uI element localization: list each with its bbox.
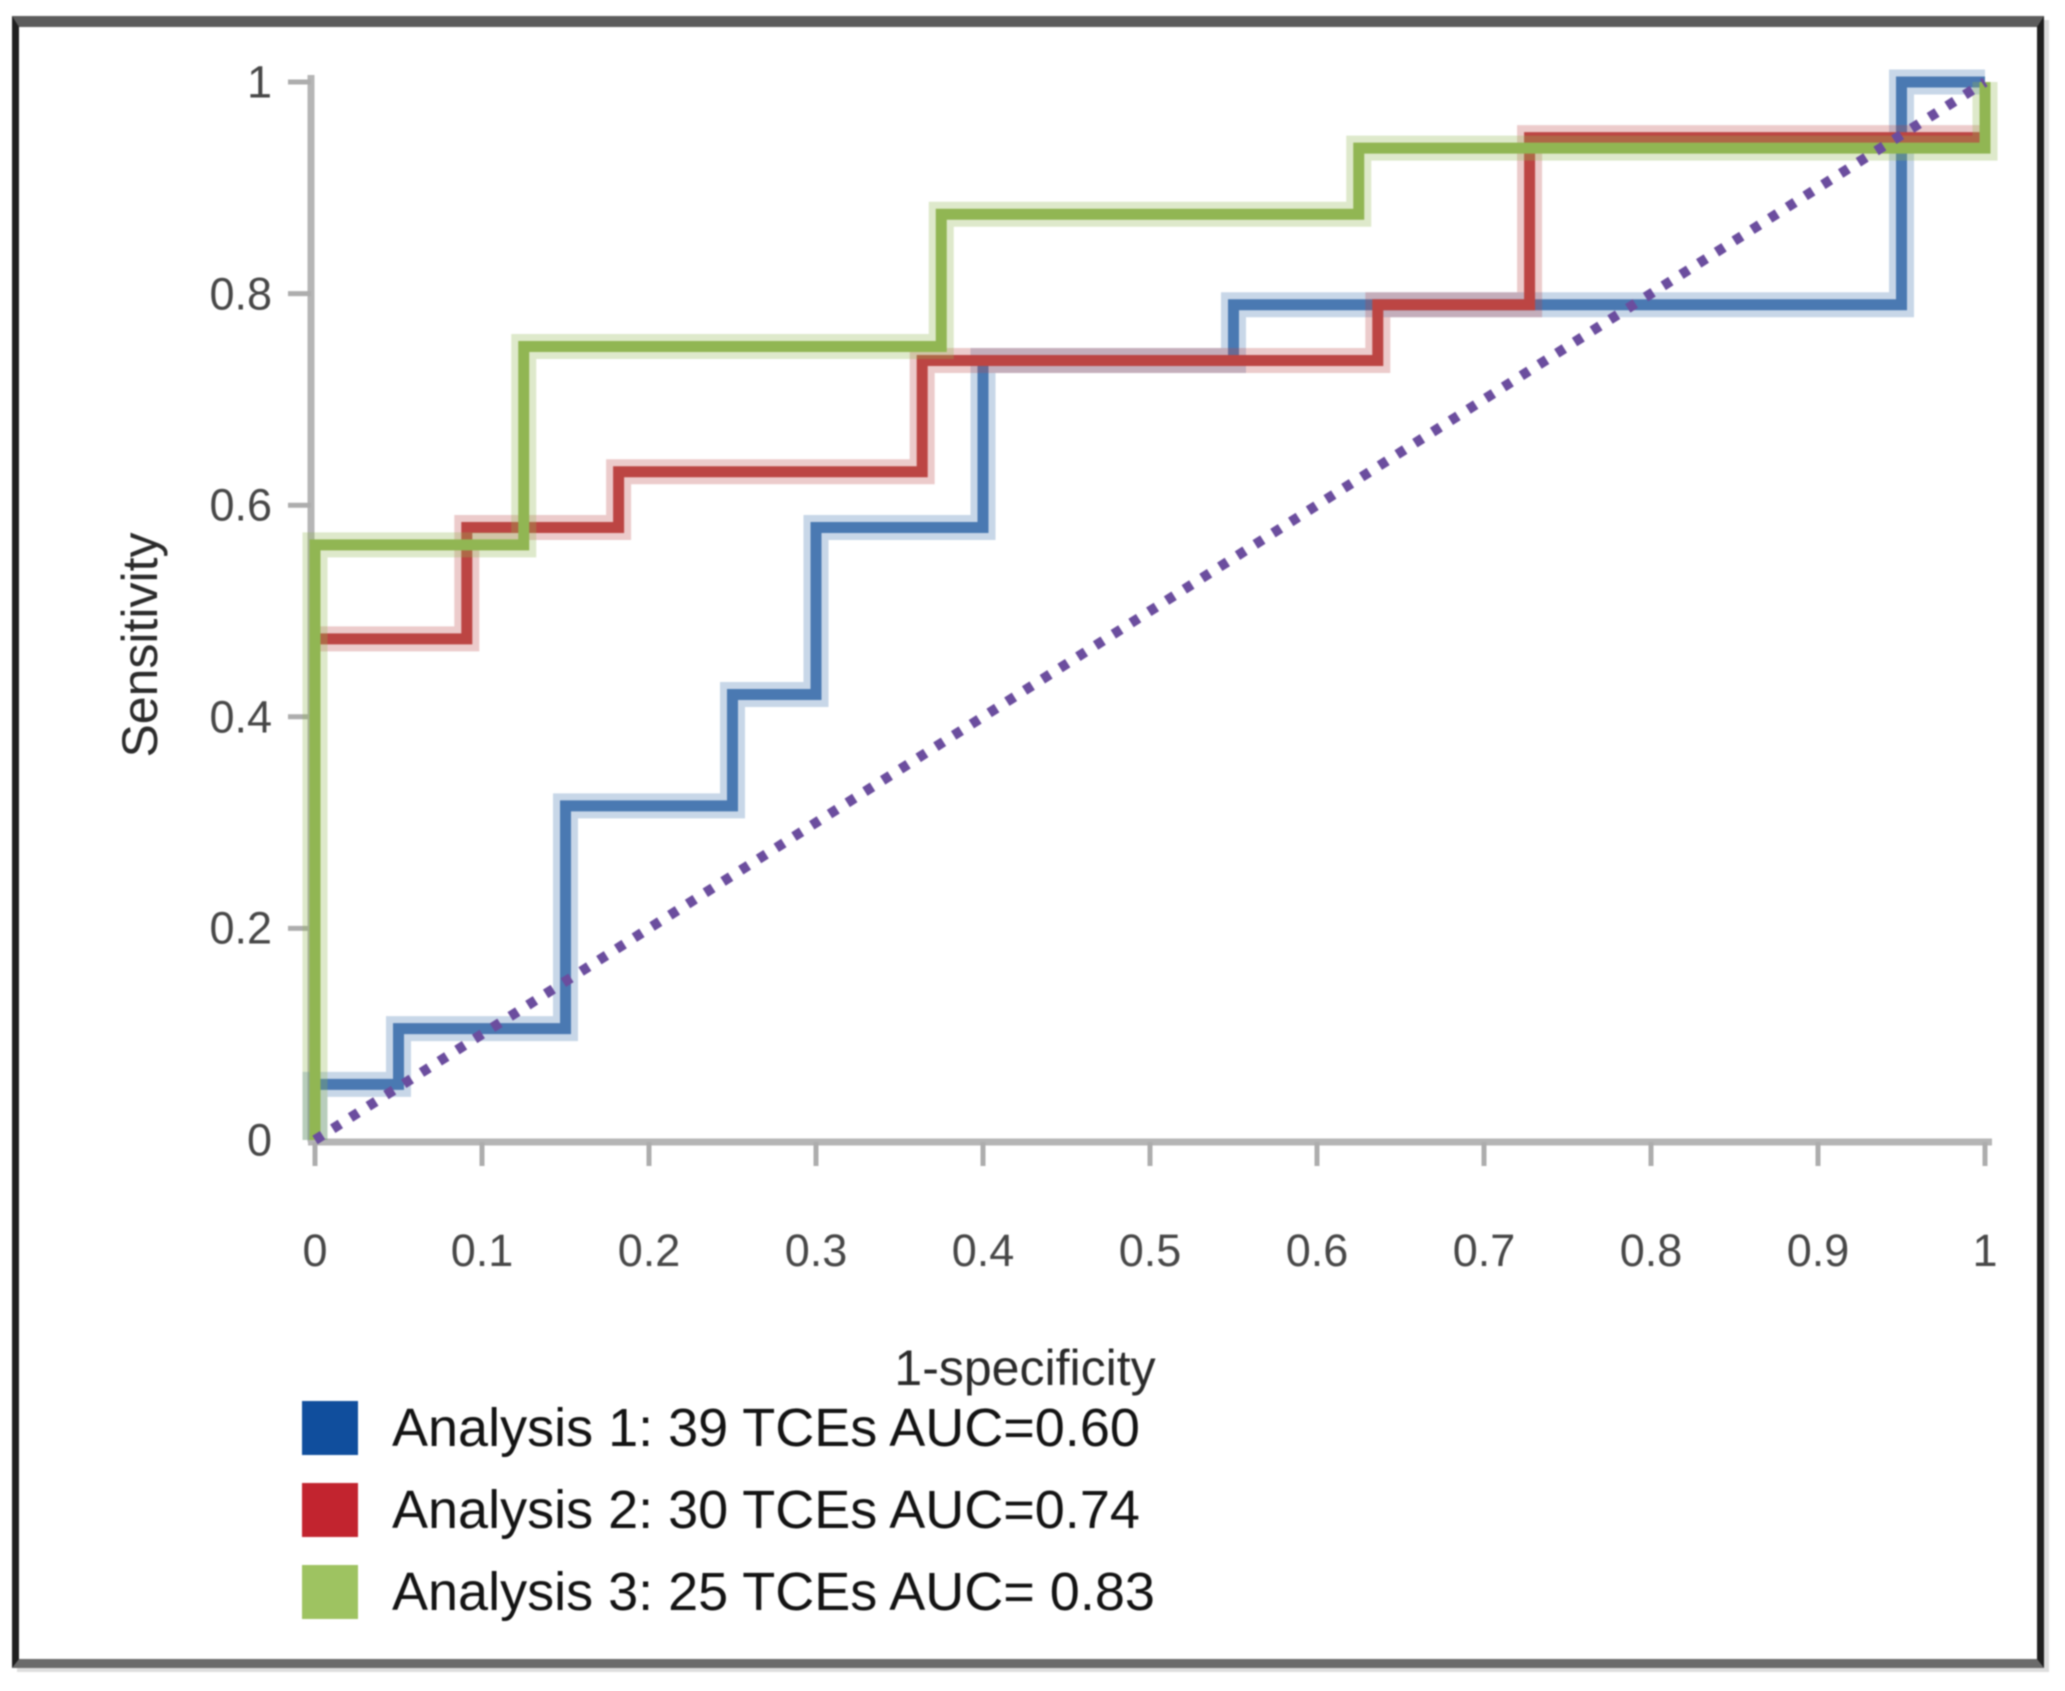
x-tick-label: 1	[1972, 1225, 1998, 1276]
axis-ticks	[288, 79, 1988, 1166]
y-tick-label: 0	[246, 1114, 272, 1166]
legend: Analysis 1: 39 TCEs AUC=0.60 Analysis 2:…	[302, 1400, 1155, 1646]
legend-item-analysis-3: Analysis 3: 25 TCEs AUC= 0.83	[302, 1564, 1155, 1620]
y-tick-label: 0.8	[209, 268, 272, 320]
y-tick-label: 0.6	[209, 479, 272, 531]
chance-diagonal-line	[312, 77, 1988, 1145]
legend-label-analysis-3: Analysis 3: 25 TCEs AUC= 0.83	[392, 1562, 1155, 1622]
x-tick-label: 0.9	[1786, 1225, 1850, 1276]
roc-curves	[302, 69, 1998, 1140]
legend-label-analysis-2: Analysis 2: 30 TCEs AUC=0.74	[392, 1480, 1140, 1540]
x-tick-label: 0	[302, 1225, 328, 1276]
figure-border	[12, 16, 2044, 1668]
legend-item-analysis-1: Analysis 1: 39 TCEs AUC=0.60	[302, 1400, 1155, 1456]
x-tick-label: 0.6	[1285, 1225, 1349, 1276]
legend-swatch-analysis-2	[302, 1483, 358, 1537]
legend-swatch-analysis-3	[302, 1565, 358, 1619]
x-tick-label: 0.1	[450, 1225, 514, 1276]
y-tick-label: 0.4	[209, 691, 272, 743]
x-tick-label: 0.5	[1118, 1225, 1182, 1276]
x-tick-label: 0.2	[617, 1225, 681, 1276]
y-tick-label: 1	[246, 56, 272, 108]
roc-curve-3	[309, 82, 1991, 1140]
x-tick-label: 0.3	[784, 1225, 848, 1276]
legend-swatch-analysis-1	[302, 1401, 358, 1455]
y-axis-title: Sensitivity	[112, 532, 168, 758]
x-tick-label: 0.4	[951, 1225, 1015, 1276]
x-axis-title: 1-specificity	[894, 1340, 1156, 1396]
x-tick-label: 0.7	[1452, 1225, 1516, 1276]
legend-item-analysis-2: Analysis 2: 30 TCEs AUC=0.74	[302, 1482, 1155, 1538]
y-tick-label: 0.2	[209, 902, 272, 954]
x-tick-label: 0.8	[1619, 1225, 1683, 1276]
legend-label-analysis-1: Analysis 1: 39 TCEs AUC=0.60	[392, 1398, 1140, 1458]
chance-diagonal	[312, 77, 1988, 1145]
